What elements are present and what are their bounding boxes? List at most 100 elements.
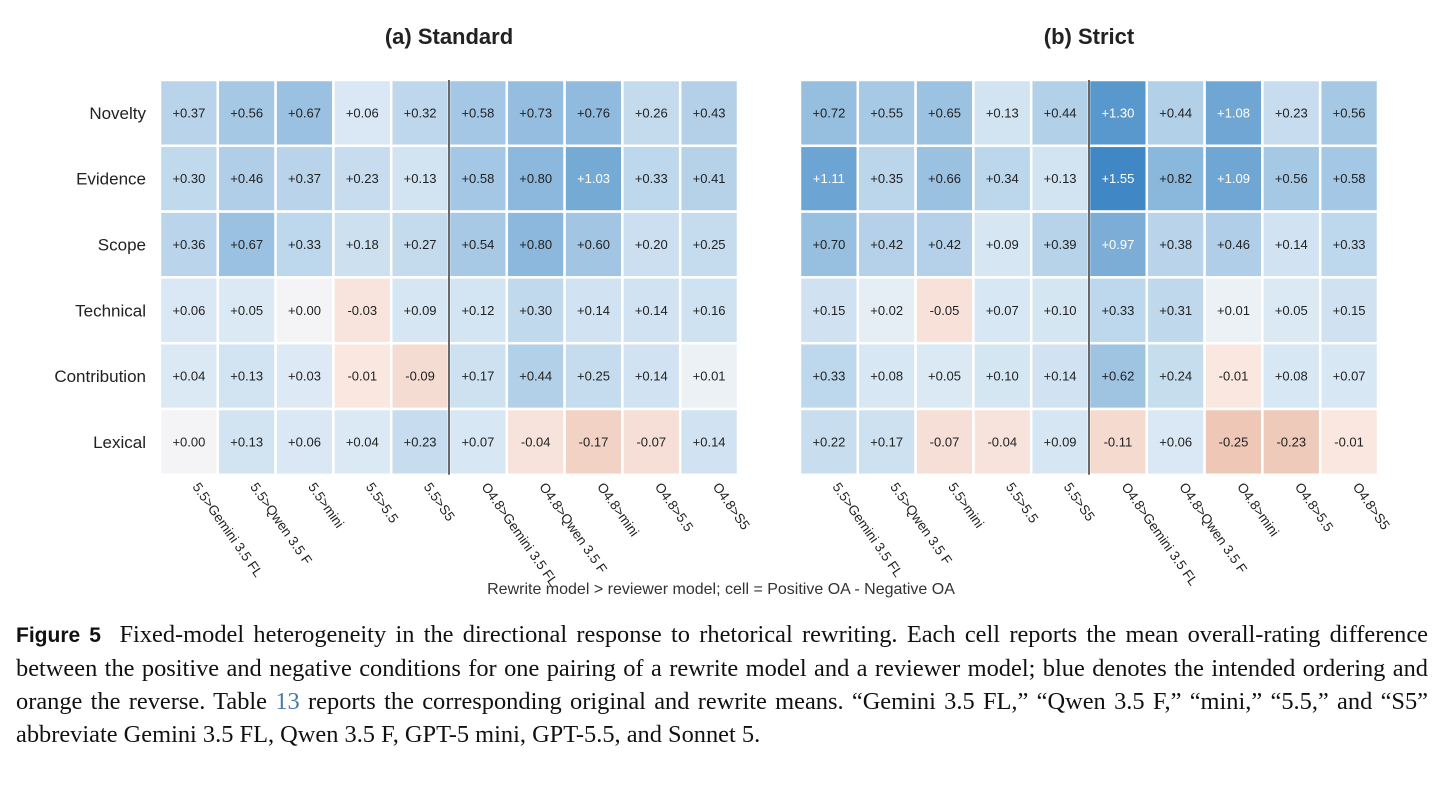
heatmap-cell xyxy=(678,407,740,477)
heatmap-cell xyxy=(505,144,566,213)
column-label: 5.5>5.5 xyxy=(1003,480,1041,526)
heatmap-cell xyxy=(389,407,451,477)
column-label: 5.5>S5 xyxy=(421,480,458,524)
cell-value-label: +0.23 xyxy=(404,434,437,449)
row-label: Novelty xyxy=(89,104,146,123)
panel-standard: (a) Standard +0.37 +0.56 +0.67 +0.06 +0.32 +0… xyxy=(54,24,752,589)
heatmap-cell xyxy=(563,341,624,411)
heatmap-cell xyxy=(1145,341,1206,411)
panel-a-title: (a) Standard xyxy=(385,24,513,49)
heatmap-cell xyxy=(1318,407,1380,477)
column-label: 5.5>5.5 xyxy=(363,480,401,526)
cell-value-label: +0.67 xyxy=(288,105,321,120)
cell-value-label: +0.39 xyxy=(1044,237,1077,252)
cell-value-label: +1.30 xyxy=(1101,105,1134,120)
cell-value-label: +0.22 xyxy=(812,434,845,449)
cell-value-label: +1.09 xyxy=(1217,171,1250,186)
cell-value-label: +0.01 xyxy=(693,369,726,384)
figure-heatmaps: (a) Standard +0.37 +0.56 +0.67 +0.06 +0.32 +0… xyxy=(54,24,1393,598)
column-label: O4.8>S5 xyxy=(1350,480,1393,533)
cell-value-label: -0.09 xyxy=(405,369,435,384)
cell-value-label: +0.30 xyxy=(519,303,552,318)
cell-value-label: +0.70 xyxy=(812,237,845,252)
cell-value-label: +0.82 xyxy=(1159,171,1192,186)
cell-value-label: -0.01 xyxy=(1334,434,1364,449)
row-label: Contribution xyxy=(54,367,146,386)
cell-value-label: +0.06 xyxy=(346,105,379,120)
cell-value-label: +0.33 xyxy=(1101,303,1134,318)
cell-value-label: +0.06 xyxy=(1159,434,1192,449)
cell-value-label: +0.80 xyxy=(519,171,552,186)
cell-value-label: +1.03 xyxy=(577,171,610,186)
heatmap-cell xyxy=(914,407,975,477)
cell-value-label: +0.05 xyxy=(928,369,961,384)
column-label: 5.5>S5 xyxy=(1061,480,1098,524)
cell-value-label: +0.60 xyxy=(577,237,610,252)
cell-value-label: +0.17 xyxy=(870,434,903,449)
cell-value-label: +0.14 xyxy=(693,434,726,449)
heatmap-cell xyxy=(1203,407,1264,477)
caption-text-before: Fixed-model heterogeneity in the directi… xyxy=(16,621,1428,715)
heatmap-cell xyxy=(274,210,335,279)
cell-value-label: +0.20 xyxy=(635,237,668,252)
cell-value-label: -0.04 xyxy=(521,434,551,449)
x-axis-caption: Rewrite model > reviewer model; cell = P… xyxy=(487,581,955,598)
table-reference-link[interactable]: 13 xyxy=(275,688,300,715)
row-label: Technical xyxy=(75,301,146,320)
cell-value-label: +0.33 xyxy=(1333,237,1366,252)
cell-value-label: +0.56 xyxy=(1333,105,1366,120)
heatmap-cell xyxy=(1318,210,1380,279)
cell-value-label: +0.14 xyxy=(577,303,610,318)
cell-value-label: +0.13 xyxy=(230,434,263,449)
panel-a-row-labels: Novelty Evidence Scope Technical Contributio… xyxy=(54,104,146,452)
cell-value-label: +0.36 xyxy=(172,237,205,252)
cell-value-label: +0.09 xyxy=(404,303,437,318)
cell-value-label: +0.04 xyxy=(346,434,379,449)
cell-value-label: +0.30 xyxy=(172,171,205,186)
heatmap-cell xyxy=(505,407,566,477)
heatmap-cell xyxy=(1029,210,1091,279)
heatmap-cell xyxy=(1261,144,1322,213)
cell-value-label: +0.56 xyxy=(1275,171,1308,186)
figure-caption: Figure 5 Fixed-model heterogeneity in th… xyxy=(16,618,1428,751)
cell-value-label: +0.14 xyxy=(635,369,668,384)
cell-value-label: +0.23 xyxy=(1275,105,1308,120)
column-label: 5.5>Qwen 3.5 F xyxy=(887,480,955,568)
heatmap-cell xyxy=(972,210,1033,279)
cell-value-label: +0.09 xyxy=(986,237,1019,252)
cell-value-label: -0.17 xyxy=(579,434,609,449)
column-label: 5.5>mini xyxy=(305,480,347,531)
panel-b-column-labels: 5.5>Gemini 3.5 FL5.5>Qwen 3.5 F5.5>mini 5… xyxy=(830,480,1393,589)
heatmap-cell xyxy=(1029,341,1091,411)
column-label: O4.8>5.5 xyxy=(652,480,696,534)
heatmap-cell xyxy=(158,210,220,279)
cell-value-label: +0.13 xyxy=(986,105,1019,120)
heatmap-cell xyxy=(158,407,220,477)
heatmap-cell xyxy=(1203,210,1264,279)
cell-value-label: +0.46 xyxy=(1217,237,1250,252)
heatmap-cell xyxy=(678,210,740,279)
heatmap-cell xyxy=(216,144,277,213)
panel-b-cells: +0.72 +0.55 +0.65 +0.13 +0.44 +1.30 +0.44 +1.08… xyxy=(798,78,1380,477)
cell-value-label: +0.25 xyxy=(577,369,610,384)
cell-value-label: +0.32 xyxy=(404,105,437,120)
heatmap-cell xyxy=(1029,407,1091,477)
heatmap-cell xyxy=(856,407,917,477)
cell-value-label: +0.62 xyxy=(1101,369,1134,384)
cell-value-label: +0.10 xyxy=(986,369,1019,384)
heatmap-cell xyxy=(1145,276,1206,345)
cell-value-label: +0.13 xyxy=(230,369,263,384)
cell-value-label: +0.42 xyxy=(870,237,903,252)
heatmap-cell xyxy=(798,276,860,345)
cell-value-label: +0.14 xyxy=(1044,369,1077,384)
heatmap-cell xyxy=(798,210,860,279)
cell-value-label: +0.33 xyxy=(812,369,845,384)
heatmap-cell xyxy=(1029,276,1091,345)
cell-value-label: +0.09 xyxy=(1044,434,1077,449)
heatmap-cell xyxy=(1029,144,1091,213)
row-label: Lexical xyxy=(93,433,146,452)
cell-value-label: +0.65 xyxy=(928,105,961,120)
column-label: O4.8>S5 xyxy=(710,480,753,533)
cell-value-label: +0.54 xyxy=(461,237,494,252)
cell-value-label: -0.11 xyxy=(1104,434,1133,449)
